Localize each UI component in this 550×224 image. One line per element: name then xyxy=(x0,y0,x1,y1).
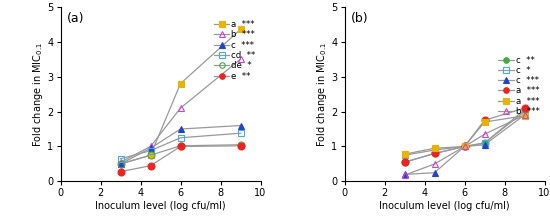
X-axis label: Inoculum level (log cfu/ml): Inoculum level (log cfu/ml) xyxy=(95,201,226,211)
Text: (b): (b) xyxy=(350,12,368,25)
Text: (a): (a) xyxy=(67,12,84,25)
Legend: c  **, c  *, c  ***, a  ***, a  ***, b  ***: c **, c *, c ***, a ***, a ***, b *** xyxy=(498,55,540,117)
Y-axis label: Fold change in MIC$_{0.1}$: Fold change in MIC$_{0.1}$ xyxy=(315,42,328,146)
X-axis label: Inoculum level (log cfu/ml): Inoculum level (log cfu/ml) xyxy=(379,201,510,211)
Legend: a  ***, b  ***, c  ***, cd  **, de  *, e  **: a ***, b ***, c ***, cd **, de *, e ** xyxy=(213,19,256,82)
Y-axis label: Fold change in MIC$_{0.1}$: Fold change in MIC$_{0.1}$ xyxy=(31,42,45,146)
